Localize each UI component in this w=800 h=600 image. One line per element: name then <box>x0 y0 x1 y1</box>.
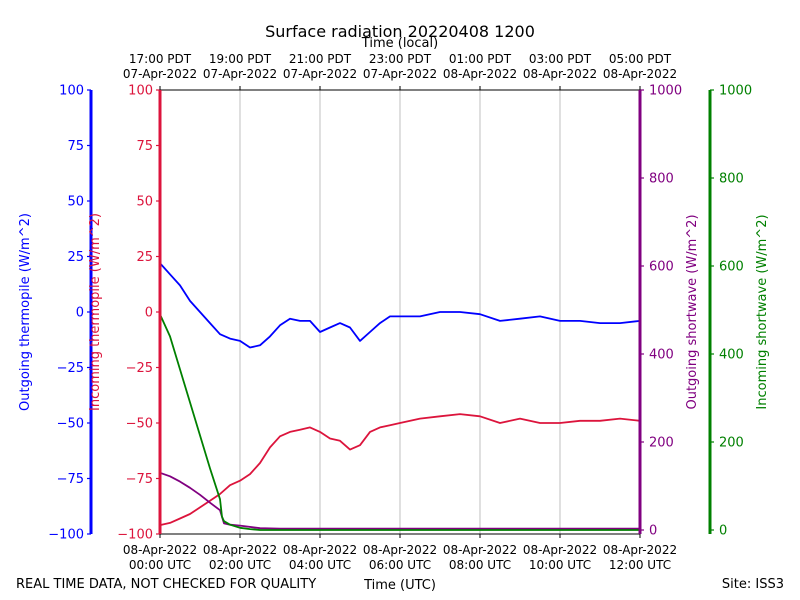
x-tick-label-time: 00:00 UTC <box>129 558 191 572</box>
chart-title: Surface radiation 20220408 1200 <box>265 22 535 41</box>
axis-tick-label-incoming_thermopile: 25 <box>136 250 153 265</box>
axis-tick-label-outgoing_shortwave: 1000 <box>649 84 682 99</box>
axis-label-incoming_shortwave: Incoming shortwave (W/m^2) <box>755 214 770 409</box>
axis-tick-label-incoming_thermopile: −75 <box>126 472 153 487</box>
x-tick-label-date: 08-Apr-2022 <box>203 543 277 557</box>
top-tick-label-date: 07-Apr-2022 <box>283 67 357 81</box>
top-tick-label-date: 07-Apr-2022 <box>123 67 197 81</box>
top-tick-label-time: 23:00 PDT <box>369 52 432 66</box>
axis-tick-label-outgoing_thermopile: −100 <box>48 528 84 543</box>
x-axis-label: Time (UTC) <box>363 578 436 593</box>
top-tick-label-time: 17:00 PDT <box>129 52 192 66</box>
axis-tick-label-incoming_shortwave: 600 <box>719 260 744 275</box>
axis-tick-label-outgoing_thermopile: 25 <box>67 250 84 265</box>
top-tick-label-time: 19:00 PDT <box>209 52 272 66</box>
series-line-outgoing_shortwave <box>159 471 640 530</box>
axis-tick-label-outgoing_shortwave: 0 <box>649 524 657 539</box>
axis-tick-label-outgoing_shortwave: 600 <box>649 260 674 275</box>
x-tick-label-date: 08-Apr-2022 <box>283 543 357 557</box>
axis-tick-label-incoming_shortwave: 0 <box>719 524 727 539</box>
x-tick-label-date: 08-Apr-2022 <box>443 543 517 557</box>
series-lines <box>159 262 641 531</box>
axis-tick-label-outgoing_thermopile: −50 <box>57 417 84 432</box>
axis-tick-label-outgoing_thermopile: 100 <box>59 84 84 99</box>
axis-label-outgoing_shortwave: Outgoing shortwave (W/m^2) <box>685 214 700 409</box>
x-tick-label-date: 08-Apr-2022 <box>603 543 677 557</box>
axis-tick-label-outgoing_thermopile: −25 <box>57 361 84 376</box>
x-tick-label-time: 12:00 UTC <box>609 558 671 572</box>
x-tick-label-date: 08-Apr-2022 <box>523 543 597 557</box>
top-tick-label-date: 08-Apr-2022 <box>443 67 517 81</box>
top-tick-label-date: 07-Apr-2022 <box>363 67 437 81</box>
series-line-incoming_thermopile <box>159 413 641 526</box>
axes: 100 75 50 25 0 −25 −50 −75 −100 Outgoing thermopi… <box>18 84 770 543</box>
top-tick-label-time: 05:00 PDT <box>609 52 672 66</box>
x-tick-label-time: 04:00 UTC <box>289 558 351 572</box>
axis-tick-label-outgoing_shortwave: 200 <box>649 436 674 451</box>
top-tick-label-date: 08-Apr-2022 <box>523 67 597 81</box>
top-tick-label-date: 08-Apr-2022 <box>603 67 677 81</box>
grid-lines <box>239 90 561 534</box>
footer-left: REAL TIME DATA, NOT CHECKED FOR QUALITY <box>16 577 316 592</box>
axis-tick-label-incoming_thermopile: −100 <box>117 528 153 543</box>
axis-tick-label-outgoing_shortwave: 800 <box>649 172 674 187</box>
axis-tick-label-outgoing_thermopile: 0 <box>76 306 84 321</box>
axis-tick-label-outgoing_thermopile: 75 <box>67 139 84 154</box>
top-tick-label-date: 07-Apr-2022 <box>203 67 277 81</box>
axis-tick-label-incoming_shortwave: 400 <box>719 348 744 363</box>
axis-tick-label-incoming_thermopile: 50 <box>136 195 153 210</box>
axis-tick-label-incoming_shortwave: 800 <box>719 172 744 187</box>
axis-tick-label-outgoing_thermopile: 50 <box>67 195 84 210</box>
top-tick-label-time: 03:00 PDT <box>529 52 592 66</box>
axis-label-outgoing_thermopile: Outgoing thermopile (W/m^2) <box>18 213 33 411</box>
series-line-incoming_shortwave <box>159 314 640 531</box>
x-tick-label-date: 08-Apr-2022 <box>123 543 197 557</box>
axis-tick-label-incoming_thermopile: 75 <box>136 139 153 154</box>
x-tick-label-time: 06:00 UTC <box>369 558 431 572</box>
axis-tick-label-incoming_thermopile: 100 <box>128 84 153 99</box>
x-tick-label-time: 10:00 UTC <box>529 558 591 572</box>
axis-tick-label-incoming_shortwave: 200 <box>719 436 744 451</box>
axis-tick-label-outgoing_shortwave: 400 <box>649 348 674 363</box>
x-tick-label-time: 02:00 UTC <box>209 558 271 572</box>
axis-tick-label-incoming_shortwave: 1000 <box>719 84 752 99</box>
top-tick-label-time: 01:00 PDT <box>449 52 512 66</box>
series-line-outgoing_thermopile <box>159 262 641 349</box>
top-axis-label: Time (local) <box>361 36 438 51</box>
x-tick-label-date: 08-Apr-2022 <box>363 543 437 557</box>
footer-right: Site: ISS3 <box>722 577 784 592</box>
axis-tick-label-incoming_thermopile: −50 <box>126 417 153 432</box>
axis-tick-label-outgoing_thermopile: −75 <box>57 472 84 487</box>
axis-label-incoming_thermopile: Incoming thermopile (W/m^2) <box>88 213 103 411</box>
axis-tick-label-incoming_thermopile: 0 <box>145 306 153 321</box>
axis-tick-label-incoming_thermopile: −25 <box>126 361 153 376</box>
top-tick-label-time: 21:00 PDT <box>289 52 352 66</box>
x-tick-label-time: 08:00 UTC <box>449 558 511 572</box>
